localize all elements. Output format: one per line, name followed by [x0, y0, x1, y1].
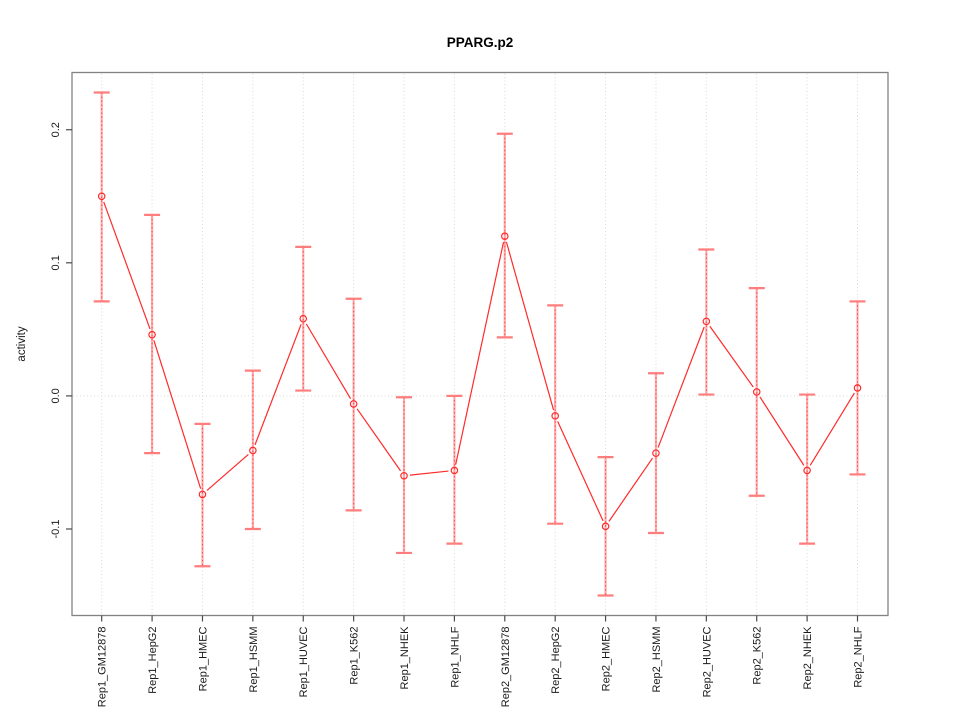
x-tick-label: Rep2_NHEK	[802, 626, 814, 690]
data-point-marker	[652, 449, 660, 457]
series-segment	[759, 396, 805, 466]
data-point-marker	[500, 232, 509, 240]
data-point-marker	[702, 317, 711, 326]
data-point-marker	[249, 446, 257, 455]
y-tick-label: -0.1	[50, 520, 62, 539]
x-tick-label: Rep1_HMEC	[197, 626, 209, 691]
y-tick-label: 0.2	[50, 122, 62, 137]
series-segment	[254, 324, 302, 446]
x-tick-label: Rep1_HepG2	[147, 627, 159, 694]
series-segment	[709, 325, 754, 388]
data-point-marker	[551, 412, 559, 420]
data-point-marker	[803, 466, 811, 475]
data-point-marker	[148, 330, 156, 339]
series-segment	[103, 201, 151, 330]
series-segment	[657, 326, 705, 448]
data-point-marker	[450, 466, 459, 475]
series-segment	[608, 457, 654, 522]
data-point-marker	[198, 490, 207, 499]
x-tick-label: Rep1_HUVEC	[298, 626, 310, 697]
data-point-marker	[97, 192, 106, 201]
x-tick-label: Rep2_GM12878	[500, 627, 512, 708]
data-point-marker	[752, 388, 761, 396]
series-segment	[455, 241, 505, 465]
x-tick-label: Rep1_HSMM	[248, 627, 260, 693]
data-point-marker	[400, 471, 408, 480]
series-segment	[809, 392, 855, 466]
x-tick-label: Rep1_NHEK	[399, 626, 411, 690]
x-tick-label: Rep2_HSMM	[651, 627, 663, 693]
series-segment	[505, 241, 555, 411]
x-tick-label: Rep2_HUVEC	[701, 626, 713, 697]
series-segment	[356, 408, 402, 472]
y-tick-label: 0.1	[50, 255, 62, 270]
data-point-marker	[601, 522, 610, 531]
plot-border	[71, 71, 889, 617]
x-tick-label: Rep2_NHLF	[853, 626, 865, 687]
x-tick-label: Rep2_HMEC	[601, 626, 613, 691]
series-segment	[305, 323, 352, 400]
x-tick-label: Rep1_NHLF	[449, 626, 461, 687]
x-tick-label: Rep1_GM12878	[97, 627, 109, 708]
series-segment	[153, 340, 202, 489]
data-point-marker	[853, 384, 862, 392]
x-tick-label: Rep1_K562	[349, 627, 361, 685]
series-segment	[206, 453, 249, 491]
x-tick-label: Rep2_HepG2	[550, 627, 562, 694]
series-segment	[409, 470, 449, 476]
x-tick-label: Rep2_K562	[752, 627, 764, 685]
data-point-marker	[299, 314, 308, 323]
chart-title: PPARG.p2	[447, 35, 514, 50]
y-tick-label: 0.0	[50, 388, 62, 403]
y-axis-label: activity	[16, 326, 28, 361]
data-point-marker	[349, 400, 358, 408]
series-segment	[557, 421, 604, 522]
